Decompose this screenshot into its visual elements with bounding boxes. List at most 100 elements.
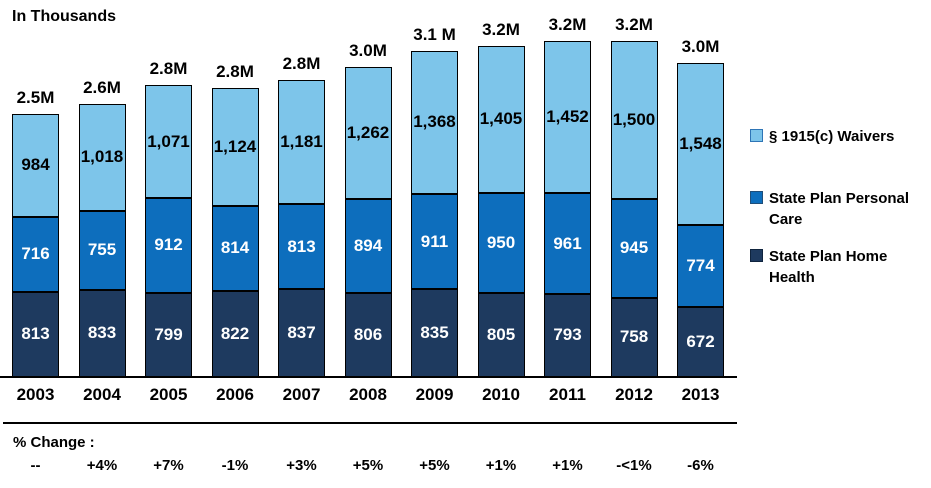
bar-segment-value: 822	[220, 323, 250, 343]
bar-segment: 1,071	[145, 85, 192, 198]
bar-segment: 912	[145, 197, 192, 294]
bar-total-label: 3.2M	[615, 15, 653, 35]
bar-segment-value: 813	[287, 236, 316, 256]
bar-segment: 806	[344, 292, 392, 377]
bar-segment: 805	[477, 292, 525, 377]
legend-item: § 1915(c) Waivers	[750, 126, 927, 147]
bar-segment: 950	[477, 193, 525, 293]
bar-segment: 799	[145, 293, 192, 377]
bar-segment-value: 774	[686, 256, 715, 275]
bar-segment: 835	[411, 289, 458, 377]
bar-segment: 716	[12, 216, 59, 292]
bar-segment-value: 805	[486, 324, 516, 344]
bar-total-label: 3.1 M	[413, 24, 456, 44]
bar-segment-value: 1,548	[679, 134, 722, 154]
pct-change-value: +7%	[153, 457, 184, 474]
bar-segment-value: 755	[87, 240, 117, 260]
bar-segment: 945	[610, 198, 658, 298]
pct-change-value: -6%	[687, 457, 714, 474]
legend-color-swatch-icon	[750, 191, 763, 204]
bar-segment-value: 1,018	[80, 147, 124, 167]
bar-segment: 1,452	[544, 41, 591, 194]
x-axis-label: 2006	[216, 385, 254, 404]
bar-segment: 1,124	[211, 87, 259, 206]
x-axis-label: 2008	[349, 385, 387, 404]
bar-segment: 911	[411, 194, 458, 290]
legend-item: State Plan Home Health	[750, 246, 927, 288]
bar-total-label: 2.5M	[16, 87, 55, 107]
chart-title: In Thousands	[12, 8, 116, 25]
bar-segment-value: 1,124	[213, 136, 257, 156]
bar-segment-value: 1,452	[546, 107, 589, 127]
bar-segment: 837	[278, 289, 325, 377]
bar-segment: 1,405	[477, 45, 525, 194]
bar-segment: 755	[78, 210, 126, 290]
legend-color-swatch-icon	[750, 129, 763, 142]
x-axis-line	[0, 376, 737, 378]
legend-item-label: State Plan Personal Care	[769, 190, 910, 228]
bar-segment-value: 1,368	[413, 112, 456, 132]
bar-segment: 758	[610, 297, 658, 377]
bar-segment: 1,181	[278, 80, 325, 205]
x-axis-label: 2005	[149, 385, 188, 404]
bar-segment: 793	[544, 293, 591, 377]
bar-segment-value: 894	[353, 235, 383, 255]
bar-total-label: 2.8M	[149, 59, 188, 79]
pct-change-value: +1%	[552, 457, 583, 474]
bar-segment: 1,262	[344, 66, 392, 199]
bar-segment: 822	[211, 290, 259, 377]
pct-change-value: +3%	[286, 457, 317, 474]
bar-total-label: 3.0M	[349, 40, 387, 60]
bar-segment: 813	[278, 204, 325, 290]
x-axis-label: 2010	[482, 385, 520, 404]
bar-segment-value: 1,500	[612, 109, 656, 129]
pct-change-value: +4%	[86, 457, 118, 474]
bar-total-label: 2.8M	[216, 61, 254, 81]
legend-color-swatch-icon	[750, 249, 763, 262]
bar-segment: 961	[544, 193, 591, 294]
pct-change-value: +5%	[352, 457, 384, 474]
pct-change-value: +5%	[419, 457, 450, 474]
bar-segment-value: 793	[553, 325, 582, 345]
x-axis-label: 2007	[282, 385, 321, 404]
x-axis-label: 2004	[83, 385, 121, 404]
bar-total-label: 3.0M	[681, 37, 720, 57]
pct-change-label: % Change :	[13, 434, 95, 451]
bar-segment-value: 813	[21, 324, 50, 344]
bar-segment: 813	[12, 291, 59, 377]
bar-segment-value: 806	[353, 324, 383, 344]
legend-item: State Plan Personal Care	[750, 188, 927, 230]
bar-total-label: 2.8M	[282, 54, 321, 74]
legend-item-label: § 1915(c) Waivers	[769, 128, 895, 145]
bar-segment-value: 835	[420, 323, 449, 343]
bar-segment-value: 950	[486, 232, 516, 252]
bar-segment-value: 911	[420, 231, 449, 251]
bar-segment: 1,368	[411, 50, 458, 194]
bar-segment-value: 814	[220, 238, 250, 258]
bar-segment-value: 1,071	[147, 131, 190, 151]
bar-segment-value: 945	[619, 238, 649, 258]
bar-total-label: 3.2M	[482, 19, 520, 39]
bar-segment: 672	[677, 306, 724, 377]
bar-segment-value: 984	[21, 155, 50, 175]
bar-total-label: 3.2M	[548, 15, 587, 34]
pct-change-value: -<1%	[616, 457, 652, 474]
bar-segment-value: 672	[686, 331, 715, 351]
x-axis-label: 2011	[549, 385, 586, 404]
x-axis-label: 2013	[681, 385, 720, 404]
bar-segment: 984	[12, 113, 59, 217]
bar-segment: 1,018	[78, 103, 126, 211]
x-axis-label: 2009	[415, 385, 454, 404]
x-axis-label: 2012	[615, 385, 653, 404]
pct-change-divider	[3, 422, 737, 424]
bar-segment-value: 837	[287, 323, 316, 343]
pct-change-value: +1%	[485, 457, 517, 474]
bar-segment: 894	[344, 198, 392, 293]
legend-item-label: State Plan Home Health	[769, 248, 888, 286]
bar-segment-value: 1,262	[346, 122, 390, 142]
bar-segment: 833	[78, 289, 126, 377]
bar-segment-value: 961	[553, 233, 582, 253]
bar-segment-value: 912	[154, 235, 183, 255]
bar-segment-value: 1,181	[280, 132, 323, 152]
